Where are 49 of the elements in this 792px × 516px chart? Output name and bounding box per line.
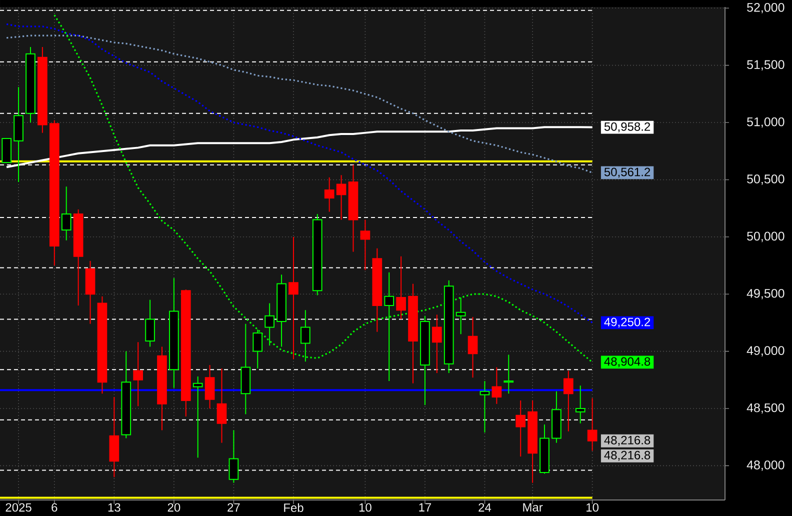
x-tick-label: 6 (52, 503, 58, 512)
candlestick (492, 366, 502, 404)
data-label: 50,561.2 (604, 168, 650, 178)
y-tick-label: 49,500 (746, 288, 784, 300)
x-tick-label: 17 (419, 503, 432, 512)
candlestick (61, 186, 72, 241)
x-tick-label: 10 (586, 503, 599, 512)
x-tick-label: 10 (359, 503, 372, 512)
x-tick-label: 2025 (6, 503, 32, 512)
text: 48,216.8 (604, 436, 650, 446)
y-tick-label: 48,000 (746, 460, 784, 471)
x-tick-label: 27 (228, 503, 240, 512)
x-tick-label: 24 (478, 503, 492, 512)
data-label: 50,958.2 (604, 122, 650, 132)
candlestick (480, 380, 490, 433)
x-tick-label: 20 (168, 503, 180, 512)
candlestick (192, 376, 203, 458)
data-label: 48,904.8 (604, 357, 650, 368)
y-tick-label: 50,500 (747, 174, 784, 185)
x-tick-label: 13 (108, 503, 120, 512)
y-tick-label: 48,500 (746, 403, 784, 414)
candlestick (360, 219, 370, 271)
candlestick (516, 400, 526, 458)
candlestick (133, 342, 143, 407)
candlestick (456, 297, 466, 335)
candlestick (204, 364, 215, 409)
candlestick (228, 430, 239, 484)
candlestick (145, 299, 155, 348)
data-label: 49,250.2 (604, 318, 650, 328)
candlestick (216, 368, 227, 444)
y-tick-label: 49,000 (746, 346, 784, 356)
y-tick-label: 50,000 (747, 232, 784, 242)
y-tick-label: 51,500 (747, 60, 784, 70)
candlestick (288, 236, 298, 360)
candlestick (563, 370, 574, 432)
y-tick-label: 52,000 (747, 2, 784, 14)
y-tick-label: 51,000 (747, 117, 784, 128)
candlestick (396, 256, 406, 320)
candlestick (264, 302, 274, 346)
candlestick (324, 176, 334, 212)
candlestick (432, 314, 442, 374)
text: 48,216.8 (604, 450, 650, 461)
x-tick-label: Feb (284, 503, 304, 512)
x-tick-label: Mar (523, 503, 543, 512)
candlestick (575, 385, 586, 424)
candlestick (468, 316, 478, 378)
candlestick (336, 174, 346, 220)
candlestick (504, 354, 514, 394)
candlestick (587, 398, 598, 452)
